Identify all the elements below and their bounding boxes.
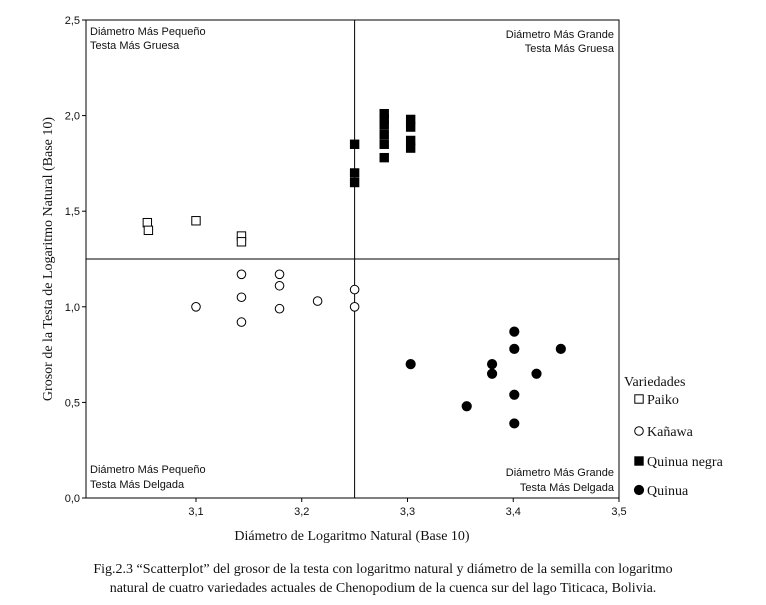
axis-ticks: 3,1 3,2 3,3 3,4 3,5 0,0 0,5 1,0 1,5 2,0 2,5	[65, 15, 627, 518]
point-quinua-negra	[379, 139, 389, 149]
quadrant-top-left-line1: Diámetro Más Pequeño	[90, 26, 206, 38]
point-quinua-negra	[405, 114, 416, 125]
point-quinua	[509, 343, 520, 354]
quadrant-label-bottom-right: Diámetro Más Grande Testa Más Delgada	[506, 467, 615, 494]
x-tick-label: 3,2	[294, 506, 309, 518]
point-quinua	[486, 359, 498, 370]
point-quinua-negra	[349, 177, 360, 188]
legend-marker-kanawa	[634, 426, 644, 436]
quadrant-bottom-left-line2: Testa Más Delgada	[90, 479, 185, 491]
point-quinua-negra	[405, 143, 416, 153]
point-quinua	[405, 359, 416, 370]
y-tick-label: 2,5	[65, 15, 80, 27]
caption-line-1: Fig.2.3 “Scatterplot” del grosor de la t…	[93, 562, 673, 577]
quadrant-bottom-right-line1: Diámetro Más Grande	[506, 467, 614, 479]
data-points	[142, 108, 566, 429]
legend-label-quinua-negra: Quinua negra	[647, 455, 724, 470]
point-quinua-negra	[379, 152, 389, 163]
y-tick-label: 0,5	[65, 397, 80, 409]
legend-title: Variedades	[624, 375, 685, 390]
legend-label-kanawa: Kañawa	[647, 425, 694, 440]
x-tick-label: 3,4	[506, 506, 521, 518]
legend-marker-paiko	[634, 394, 644, 404]
y-tick-label: 2,0	[65, 111, 80, 123]
y-axis-title: Grosor de la Testa de Logaritmo Natural …	[41, 117, 56, 401]
point-quinua	[509, 418, 520, 429]
reference-lines	[86, 20, 619, 498]
point-quinua-negra	[349, 139, 360, 149]
point-kanawa	[312, 296, 323, 306]
point-quinua	[509, 389, 520, 400]
point-kanawa	[236, 269, 247, 280]
point-paiko	[236, 237, 247, 247]
point-quinua	[531, 368, 542, 379]
quadrant-top-right-line2: Testa Más Gruesa	[525, 43, 615, 55]
x-tick-label: 3,5	[611, 506, 626, 518]
legend-marker-quinua-negra	[634, 456, 644, 466]
point-quinua	[461, 401, 472, 412]
figure-caption: Fig.2.3 “Scatterplot” del grosor de la t…	[0, 560, 766, 598]
y-tick-label: 0,0	[65, 493, 80, 505]
point-quinua-negra	[405, 122, 416, 132]
point-quinua	[509, 326, 520, 337]
legend-marker-quinua	[633, 484, 645, 496]
point-quinua-negra	[349, 168, 360, 178]
x-axis-title: Diámetro de Logaritmo Natural (Base 10)	[234, 529, 470, 544]
point-kanawa	[191, 302, 201, 312]
point-kanawa	[349, 284, 360, 295]
point-kanawa	[274, 280, 285, 291]
legend: Variedades Paiko Kañawa Quinua negra Quinua	[624, 375, 724, 499]
point-kanawa	[236, 317, 247, 327]
y-tick-label: 1,5	[65, 206, 80, 218]
quadrant-bottom-left-line1: Diámetro Más Pequeño	[90, 464, 206, 476]
point-quinua-negra	[405, 135, 416, 146]
point-quinua-negra	[379, 130, 389, 140]
quadrant-label-top-left: Diámetro Más Pequeño Testa Más Gruesa	[90, 26, 206, 52]
point-kanawa	[349, 302, 360, 312]
point-kanawa	[274, 303, 285, 314]
legend-label-quinua: Quinua	[647, 484, 689, 499]
legend-label-paiko: Paiko	[647, 393, 679, 408]
point-kanawa	[236, 292, 247, 303]
quadrant-top-left-line2: Testa Más Gruesa	[90, 40, 180, 52]
caption-line-2: natural de cuatro variedades actuales de…	[109, 581, 657, 596]
point-paiko	[191, 216, 201, 226]
x-tick-label: 3,3	[400, 506, 415, 518]
point-quinua-negra	[379, 120, 389, 130]
quadrant-label-bottom-left: Diámetro Más Pequeño Testa Más Delgada	[90, 464, 206, 491]
point-paiko	[142, 217, 153, 228]
point-paiko	[143, 225, 154, 236]
y-tick-label: 1,0	[65, 302, 80, 314]
x-tick-label: 3,1	[188, 506, 203, 518]
point-quinua	[486, 368, 498, 379]
quadrant-top-right-line1: Diámetro Más Grande	[506, 29, 614, 41]
legend-items: Paiko Kañawa Quinua negra Quinua	[633, 393, 724, 499]
point-kanawa	[274, 269, 285, 280]
point-quinua	[555, 343, 566, 354]
quadrant-label-top-right: Diámetro Más Grande Testa Más Gruesa	[506, 29, 615, 55]
quadrant-bottom-right-line2: Testa Más Delgada	[520, 482, 615, 494]
scatter-chart: 3,1 3,2 3,3 3,4 3,5 0,0 0,5 1,0 1,5 2,0 2,5 Diámet…	[41, 15, 724, 544]
